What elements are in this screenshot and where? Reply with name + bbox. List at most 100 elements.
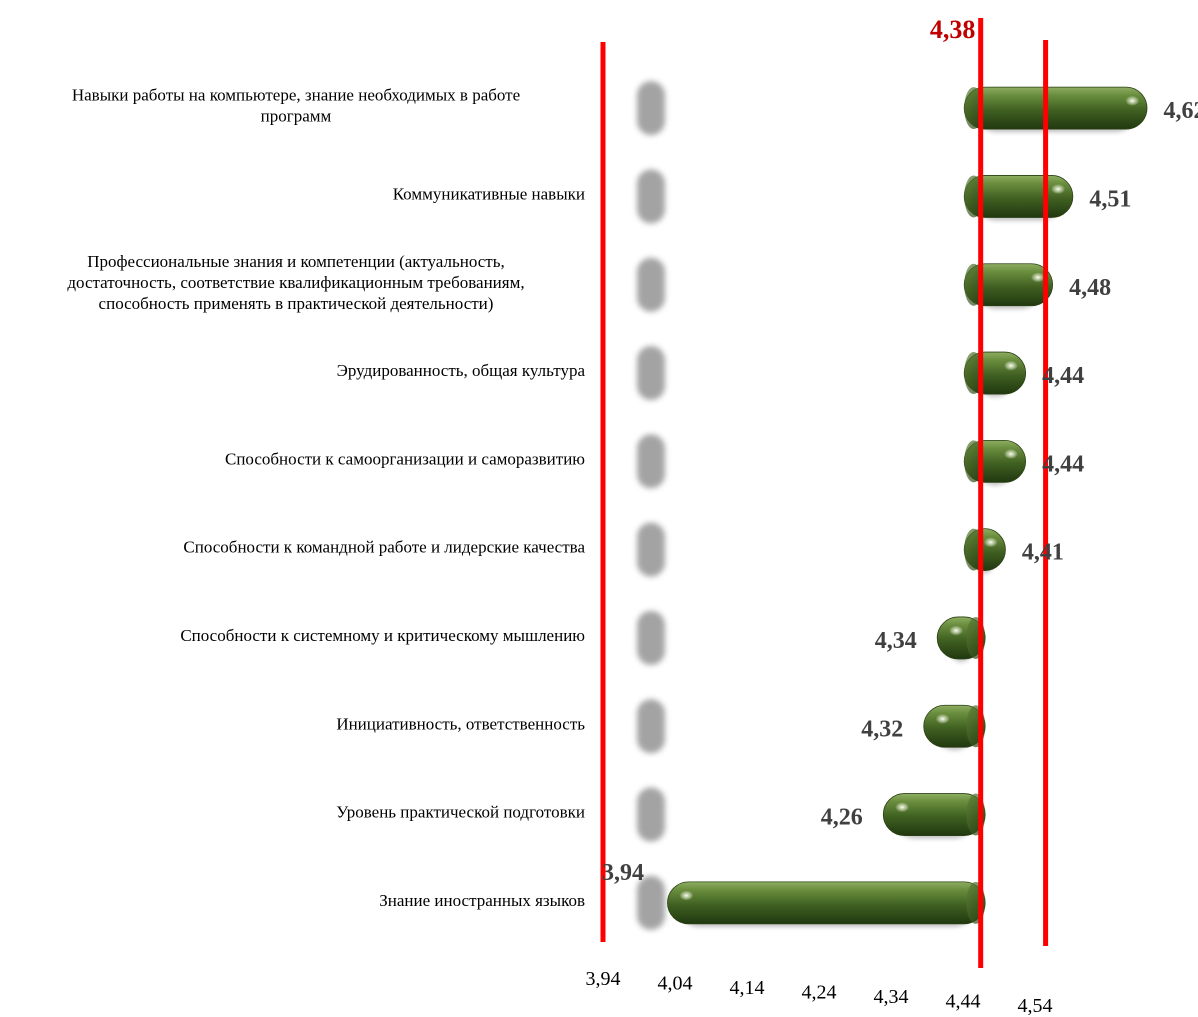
grid-layer: [603, 30, 1172, 998]
side-wall-grid-line: [603, 666, 695, 678]
bar-9: [882, 793, 986, 839]
ghost-bar-shadow: [637, 81, 665, 136]
category-label-line: Способности к системному и критическому …: [180, 626, 585, 645]
ghost-bar-shadow: [637, 522, 665, 577]
bar-highlight: [1125, 95, 1140, 106]
bar-cylinder: [667, 881, 986, 925]
category-label-line: Способности к командной работе и лидерск…: [183, 538, 585, 557]
side-wall-top-edge: [603, 45, 695, 60]
x-tick-label: 4,44: [946, 991, 981, 1013]
floor-grid-line: [675, 949, 767, 973]
category-label: Эрудированность, общая культура: [337, 361, 586, 380]
bar-highlight: [949, 625, 964, 636]
grid-line-horizontal: [695, 568, 1172, 590]
data-label: 4,34: [875, 628, 917, 654]
bar-highlight: [1051, 184, 1066, 195]
data-label: 4,44: [1042, 363, 1084, 389]
bar-10: [667, 881, 986, 927]
floor-grid-line: [819, 961, 911, 983]
category-label-line: достаточность, соответствие квалификацио…: [67, 273, 524, 292]
bar-1: [963, 86, 1148, 133]
category-label: Способности к системному и критическому …: [180, 626, 585, 645]
x-tick-label: 4,14: [730, 977, 765, 999]
category-label-line: Уровень практической подготовки: [336, 803, 585, 822]
data-label: 4,44: [1042, 451, 1084, 477]
category-label-line: Навыки работы на компьютере, знание необ…: [72, 86, 520, 105]
ghost-bar-shadow: [637, 875, 665, 930]
labels-layer: 4,38 Навыки работы на компьютере, знание …: [67, 15, 1198, 1017]
category-label: Уровень практической подготовки: [336, 803, 585, 822]
bar-cylinder: [882, 793, 986, 836]
category-label-line: Способности к самоорганизации и саморазв…: [225, 449, 585, 468]
x-tick-label: 3,94: [586, 968, 621, 990]
grid-line-horizontal: [695, 303, 1172, 325]
bar-highlight: [1003, 449, 1018, 459]
bars-layer: [667, 86, 1148, 927]
grid-line-horizontal: [695, 215, 1172, 237]
category-label: Способности к командной работе и лидерск…: [183, 538, 585, 557]
side-wall-grid-line: [603, 45, 695, 60]
side-wall-grid-line: [603, 578, 695, 590]
floor-grid-line: [891, 967, 983, 988]
bar-highlight: [935, 713, 950, 724]
data-label: 4,26: [821, 805, 863, 831]
bar-highlight: [895, 802, 910, 813]
data-label: 3,94: [602, 860, 644, 886]
bar-highlight: [983, 537, 998, 548]
side-wall-grid-line: [603, 931, 695, 943]
floor-grid-line: [603, 943, 695, 968]
side-wall-grid-line: [603, 401, 695, 413]
bar-cylinder: [963, 86, 1148, 130]
bar-4: [963, 351, 1027, 398]
category-label: Способности к самоорганизации и саморазв…: [225, 449, 585, 468]
ghost-bar-shadow: [637, 169, 665, 224]
data-label: 4,41: [1022, 540, 1064, 566]
reference-lines-layer: [600, 18, 1049, 968]
bar-highlight: [1030, 272, 1045, 283]
ghost-bar-shadow: [637, 257, 665, 312]
grid-line-horizontal: [695, 656, 1172, 678]
category-label: Коммуникативные навыки: [393, 184, 585, 203]
category-label-line: способность применять в практической дея…: [99, 294, 494, 313]
ghost-bar-shadow: [637, 434, 665, 489]
ghost-bar-shadow: [637, 787, 665, 842]
side-wall-grid-line: [603, 313, 695, 325]
ghost-bar-shadow: [637, 610, 665, 665]
ghost-bar-shadow: [637, 699, 665, 754]
category-label-line: Знание иностранных языков: [379, 891, 585, 910]
bar-highlight: [679, 890, 694, 901]
category-label-line: Эрудированность, общая культура: [337, 361, 586, 380]
floor-grid-line: [747, 955, 839, 978]
data-label: 4,62: [1164, 98, 1198, 124]
category-label-line: Инициативность, ответственность: [336, 714, 585, 733]
x-tick-label: 4,34: [874, 986, 909, 1008]
category-label: Профессиональные знания и компетенции (а…: [67, 252, 524, 313]
x-tick-label: 4,54: [1018, 995, 1053, 1017]
side-wall-grid-line: [603, 754, 695, 766]
category-label-line: Профессиональные знания и компетенции (а…: [87, 252, 505, 271]
floor-left-edge: [603, 943, 695, 968]
ghost-bar-shadow: [637, 346, 665, 401]
category-label: Навыки работы на компьютере, знание необ…: [72, 86, 520, 126]
side-wall-grid-line: [603, 490, 695, 502]
grid-line-horizontal: [695, 480, 1172, 502]
data-label: 4,32: [861, 716, 903, 742]
category-label: Знание иностранных языков: [379, 891, 585, 910]
category-label-line: Коммуникативные навыки: [393, 184, 585, 203]
grid-line-horizontal: [695, 391, 1172, 413]
side-wall-grid-line: [603, 843, 695, 855]
bar-6: [963, 528, 1006, 574]
base-value-label: 4,38: [930, 15, 976, 44]
data-label: 4,48: [1069, 275, 1111, 301]
side-wall-grid-line: [603, 225, 695, 237]
bar-3: [963, 263, 1054, 309]
ghost-bars-layer: [637, 81, 665, 930]
data-label: 4,51: [1089, 186, 1131, 212]
bar-cylinder: [963, 263, 1054, 307]
x-tick-label: 4,24: [802, 982, 837, 1004]
bar-7: [936, 616, 986, 662]
x-tick-label: 4,04: [658, 973, 693, 995]
bar-8: [923, 704, 986, 751]
